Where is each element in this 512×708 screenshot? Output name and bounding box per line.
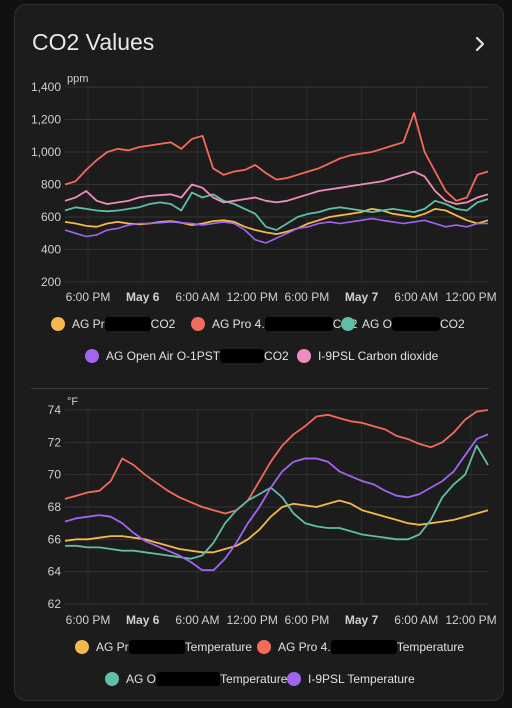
series-line-red xyxy=(64,409,489,515)
x-tick-label: May 7 xyxy=(345,290,379,304)
y-tick-label: 1,000 xyxy=(31,145,61,159)
x-tick-label: 12:00 PM xyxy=(226,613,277,627)
legend-label: AG Pro 4. xyxy=(278,640,331,654)
series-group xyxy=(64,112,489,244)
y-tick-label: 1,200 xyxy=(31,113,61,127)
legend-label: AG Pr xyxy=(96,640,129,654)
y-tick-label: 600 xyxy=(41,210,61,224)
legend-label-suffix: Temperature xyxy=(184,640,253,654)
legend-label: AG Pr xyxy=(72,317,105,331)
y-tick-label: 70 xyxy=(48,468,62,482)
series-line-red xyxy=(64,112,489,202)
x-tick-label: 6:00 PM xyxy=(66,290,111,304)
legend-item[interactable]: I-9PSL Carbon dioxide xyxy=(297,349,438,363)
legend-swatch xyxy=(75,640,89,654)
chevron-right-icon[interactable] xyxy=(471,35,489,53)
legend-swatch xyxy=(297,349,311,363)
legend-item[interactable]: AG Pr CO2 xyxy=(51,317,175,331)
x-tick-label: 6:00 AM xyxy=(175,290,219,304)
series-line-purple xyxy=(64,217,488,244)
x-tick-label: May 7 xyxy=(345,613,379,627)
legend-item[interactable]: AG Pro 4.CO2 xyxy=(191,317,357,331)
legend-swatch xyxy=(341,317,355,331)
y-tick-label: 1,400 xyxy=(31,80,61,94)
series-group xyxy=(64,409,489,571)
y-axis-label: °F xyxy=(67,396,78,408)
legend-label: I-9PSL Carbon dioxide xyxy=(318,349,439,363)
series-line-teal xyxy=(64,191,489,231)
legend-item[interactable]: AG Pr Temperature xyxy=(75,640,252,654)
legend-label: AG Open Air O-1PST xyxy=(106,349,221,363)
redaction-block xyxy=(220,349,265,363)
legend-label: AG O xyxy=(126,672,157,686)
legend-label-suffix: Temperature xyxy=(396,640,465,654)
y-tick-label: 66 xyxy=(48,532,62,546)
legend-label: AG O xyxy=(362,317,393,331)
x-tick-label: 6:00 PM xyxy=(285,290,330,304)
series-line-purple xyxy=(64,433,489,571)
legend-item[interactable]: AG O CO2 xyxy=(341,317,465,331)
redaction-block xyxy=(104,317,151,331)
y-tick-label: 64 xyxy=(48,565,62,579)
redaction-block xyxy=(156,672,221,686)
y-tick-label: 400 xyxy=(41,243,61,257)
x-tick-label: 6:00 AM xyxy=(394,613,438,627)
y-tick-label: 62 xyxy=(48,597,62,611)
legend-item[interactable]: AG Pro 4. Temperature xyxy=(257,640,464,654)
y-tick-label: 200 xyxy=(41,275,61,289)
legend-label-suffix: CO2 xyxy=(264,349,289,363)
legend-item[interactable]: AG Open Air O-1PST CO2 xyxy=(85,349,289,363)
redaction-block xyxy=(392,317,441,331)
legend-item[interactable]: I-9PSL Temperature xyxy=(287,672,415,686)
legend-swatch xyxy=(257,640,271,654)
legend-item[interactable]: AG O Temperature xyxy=(105,672,287,686)
legend-swatch xyxy=(191,317,205,331)
x-tick-label: 12:00 PM xyxy=(445,290,496,304)
legend-swatch xyxy=(105,672,119,686)
legend-label-suffix: Temperature xyxy=(220,672,288,686)
x-tick-label: 6:00 AM xyxy=(175,613,219,627)
x-tick-label: 6:00 AM xyxy=(394,290,438,304)
divider xyxy=(31,388,489,389)
series-line-orange xyxy=(64,499,489,554)
x-tick-label: 12:00 PM xyxy=(445,613,496,627)
redaction-block xyxy=(330,640,397,654)
legend-label: AG Pro 4. xyxy=(212,317,265,331)
y-axis-label: ppm xyxy=(67,73,88,85)
co2-values-card: CO2 Values 1,400 1,200 1,000 800 600 400 200 6:… xyxy=(14,4,504,701)
y-tick-label: 74 xyxy=(48,403,62,417)
co2-chart: 1,400 1,200 1,000 800 600 400 200 6:00 PM May 6 6… xyxy=(31,73,497,304)
y-tick-label: 72 xyxy=(48,435,62,449)
legend-swatch xyxy=(85,349,99,363)
card-title: CO2 Values xyxy=(32,29,155,55)
y-tick-label: 68 xyxy=(48,500,62,514)
x-tick-label: 12:00 PM xyxy=(226,290,277,304)
y-tick-label: 800 xyxy=(41,178,61,192)
x-tick-label: May 6 xyxy=(126,613,160,627)
x-tick-label: 6:00 PM xyxy=(66,613,111,627)
legend-label: I-9PSL Temperature xyxy=(308,672,415,686)
legend-label-suffix: CO2 xyxy=(440,317,465,331)
legend-label-suffix: CO2 xyxy=(150,317,176,331)
legend-swatch xyxy=(51,317,65,331)
series-line-teal xyxy=(65,444,489,560)
legend-swatch xyxy=(287,672,301,686)
redaction-block xyxy=(128,640,185,654)
series-line-pink xyxy=(64,170,489,205)
redaction-block xyxy=(264,317,333,331)
x-tick-label: 6:00 PM xyxy=(285,613,330,627)
x-tick-label: May 6 xyxy=(126,290,160,304)
